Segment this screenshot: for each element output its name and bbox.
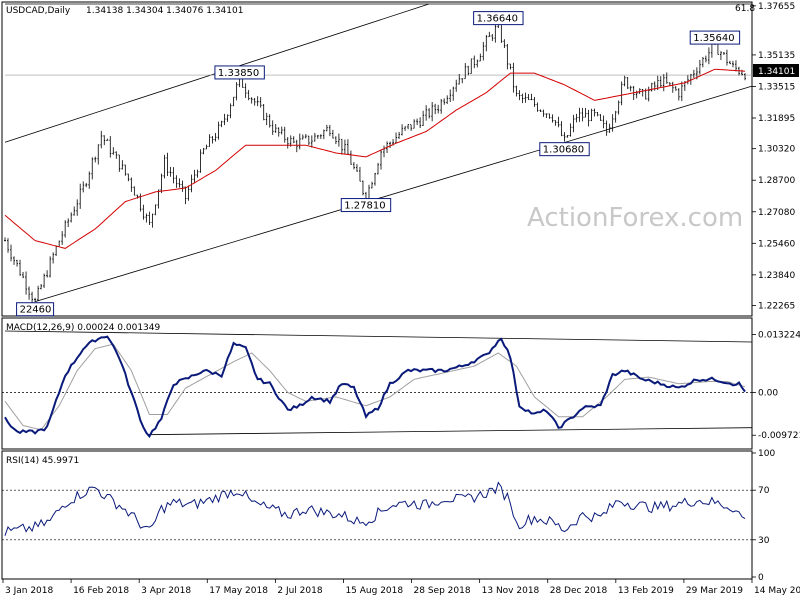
macd-signal-line xyxy=(4,343,746,431)
current-price-box xyxy=(753,64,799,77)
price-annotation-box xyxy=(473,11,524,26)
y-tick-label: 100 xyxy=(758,449,775,459)
x-tick-label: 3 Apr 2018 xyxy=(141,586,191,596)
price-annotations: 1.36640 1.35640 1.33850 1.30680 1.27810 22460 xyxy=(16,11,741,317)
price-annotation-box xyxy=(340,198,392,213)
price-annotation-label: 1.30680 xyxy=(543,145,584,156)
price-annotation-label: 1.35640 xyxy=(693,33,734,44)
y-tick-label: 1.22265 xyxy=(758,302,795,312)
price-annotation-label: 1.27810 xyxy=(344,201,385,212)
macd-trendline xyxy=(4,330,753,343)
price-annotation-box xyxy=(689,30,741,45)
y-tick-label: 0.013224 xyxy=(758,330,800,340)
macd-y-ticks: 0.013224 0.00 -0.009721 xyxy=(752,330,800,441)
y-tick-label: 1.35135 xyxy=(758,51,795,61)
x-tick-label: 16 Feb 2018 xyxy=(73,586,129,596)
y-tick-label: 30 xyxy=(758,536,770,546)
y-tick-label: 1.25460 xyxy=(758,239,795,249)
x-tick-label: 17 May 2018 xyxy=(209,586,268,596)
y-tick-label: 0 xyxy=(758,573,764,583)
x-tick-label: 28 Sep 2018 xyxy=(414,586,471,596)
price-y-ticks: 1.37655 1.35135 1.33515 1.31895 1.30320 1.287… xyxy=(752,2,795,312)
price-annotation-box xyxy=(214,65,265,80)
y-tick-label: 1.31895 xyxy=(758,114,795,124)
watermark: ActionForex.com xyxy=(527,203,743,233)
macd-title: MACD(12,26,9) 0.00024 0.001349 xyxy=(6,323,161,333)
y-tick-label: 1.30320 xyxy=(758,145,795,155)
y-tick-label: 70 xyxy=(758,486,770,496)
x-axis: 3 Jan 2018 16 Feb 2018 3 Apr 2018 17 May 20… xyxy=(2,579,800,596)
rsi-y-ticks: 100 70 30 0 xyxy=(752,449,775,583)
x-tick-label: 2 Jul 2018 xyxy=(277,586,322,596)
x-tick-label: 28 Dec 2018 xyxy=(550,586,608,596)
y-tick-label: 1.37655 xyxy=(758,2,795,12)
moving-average-line xyxy=(4,68,746,249)
price-panel-frame xyxy=(1,1,753,317)
y-tick-label: 1.23840 xyxy=(758,271,795,281)
macd-line xyxy=(4,335,746,439)
price-annotation-box xyxy=(539,142,590,157)
macd-trendlines xyxy=(4,330,753,436)
symbol-label: USDCAD,Daily xyxy=(6,6,71,16)
x-tick-label: 13 Feb 2019 xyxy=(618,586,674,596)
y-tick-label: 0.00 xyxy=(758,389,778,399)
y-tick-label: 1.27080 xyxy=(758,208,795,218)
y-tick-label: 1.33515 xyxy=(758,82,795,92)
x-tick-label: 13 Nov 2018 xyxy=(482,586,540,596)
x-tick-label: 3 Jan 2018 xyxy=(5,586,53,596)
macd-trendline xyxy=(147,427,753,436)
ohlc-values: 1.34138 1.34304 1.34076 1.34101 xyxy=(86,6,243,16)
x-tick-label: 15 Aug 2018 xyxy=(345,586,403,596)
rsi-line xyxy=(4,481,746,536)
current-price-label: 1.34101 xyxy=(758,67,795,77)
corner-value: 61.8 xyxy=(735,4,755,14)
macd-panel-frame xyxy=(1,317,753,450)
x-tick-label: 29 Mar 2019 xyxy=(686,586,743,596)
price-annotation-label: 22460 xyxy=(20,305,52,316)
price-candles xyxy=(4,14,746,303)
price-annotation-box xyxy=(16,302,55,317)
rsi-title: RSI(14) 45.9971 xyxy=(6,456,79,466)
x-tick-label: 14 May 2019 xyxy=(754,586,800,596)
price-annotation-label: 1.33850 xyxy=(218,68,259,79)
price-trendline xyxy=(34,85,753,303)
y-tick-label: -0.009721 xyxy=(758,431,800,441)
y-tick-label: 1.28700 xyxy=(758,176,795,186)
rsi-panel-frame xyxy=(1,450,753,580)
price-annotation-label: 1.36640 xyxy=(477,14,518,25)
